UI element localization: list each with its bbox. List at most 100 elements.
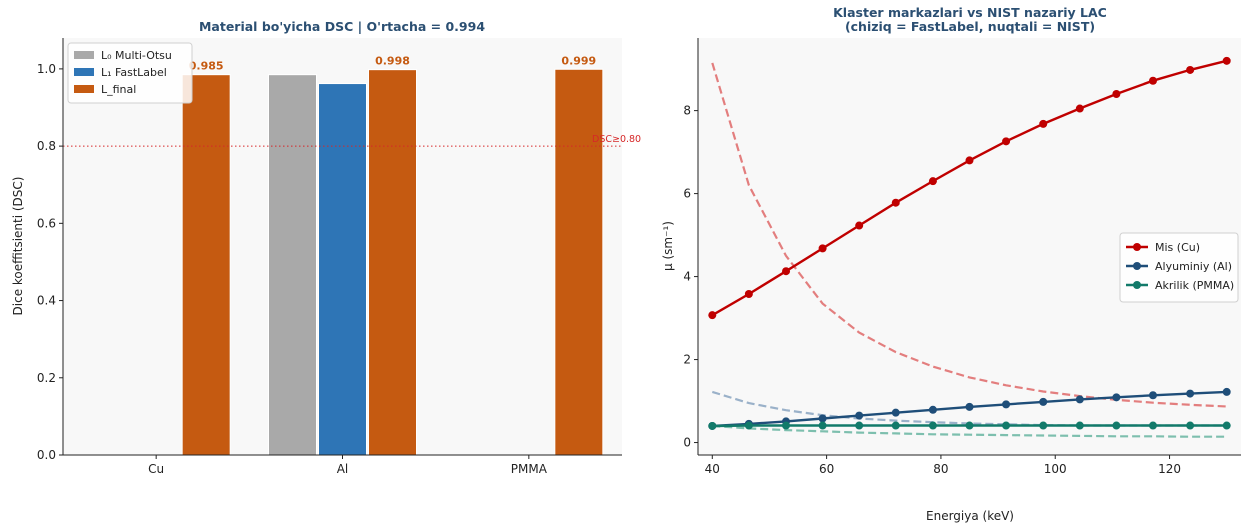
series-0-point: [1075, 104, 1084, 113]
series-0-point: [1222, 56, 1231, 65]
series-2-point: [1186, 421, 1195, 430]
right-legend-marker-2: [1133, 281, 1141, 289]
left-reference-line-group: DSC≥0.80: [63, 134, 641, 147]
left-legend-swatch-1: [74, 68, 94, 76]
series-1-point: [928, 405, 937, 414]
series-0-point: [1039, 119, 1048, 128]
right-legend-marker-0: [1133, 243, 1141, 251]
left-legend-label-0: L₀ Multi-Otsu: [101, 49, 172, 62]
left-bars-group: 0.985 0.998 0.999: [181, 54, 604, 456]
dsc-threshold-label: DSC≥0.80: [592, 134, 641, 145]
series-0-point: [928, 177, 937, 186]
series-2-point: [928, 421, 937, 430]
right-chart-title: Klaster markazlari vs NIST nazariy LAC: [833, 5, 1107, 20]
series-1-point: [855, 411, 864, 420]
series-1-point: [1112, 393, 1121, 402]
left-y-axis-label: Dice koeffitsienti (DSC): [11, 177, 25, 316]
right-chart-panel: 0 2 4 6 8 40 60 80 100 120 Klaster markazlari vs …: [661, 5, 1241, 523]
right-x-tick-label: 40: [705, 462, 720, 476]
left-legend-label-2: L_final: [101, 83, 136, 96]
right-x-axis-label: Energiya (keV): [926, 509, 1014, 523]
series-0-point: [891, 198, 900, 207]
series-2-point: [1222, 421, 1231, 430]
bar-pmma-series-2: [554, 68, 604, 456]
series-1-point: [1002, 400, 1011, 409]
left-y-tick-label: 0.0: [37, 448, 56, 462]
left-x-tick-label-pmma: PMMA: [511, 462, 548, 476]
right-legend-label-1: Alyuminiy (Al): [1155, 260, 1232, 273]
right-y-tick-label: 8: [683, 104, 691, 118]
right-x-tick-label: 120: [1158, 462, 1181, 476]
nist-dashed-line-5: [712, 424, 1227, 438]
series-0-point: [855, 221, 864, 230]
left-legend: L₀ Multi-Otsu L₁ FastLabel L_final: [67, 42, 193, 104]
bar-al-series-2: [368, 69, 417, 456]
right-x-tick-label: 60: [819, 462, 834, 476]
left-y-tick-label: 0.2: [37, 371, 56, 385]
left-y-tick-label: 0.4: [37, 294, 56, 308]
right-y-tick-label: 6: [683, 187, 691, 201]
nist-dashed-line-3: [711, 62, 1227, 408]
left-chart-panel: 0.985 0.998 0.999 DSC≥0.80 0.0 0.2 0.4 0.6 0.8…: [11, 19, 641, 476]
bar-data-label: 0.985: [189, 60, 224, 73]
series-1-point: [1148, 391, 1157, 400]
series-2-point: [965, 421, 974, 430]
series-2-point: [1148, 421, 1157, 430]
series-0-point: [1186, 65, 1195, 74]
bar-al-series-1: [318, 83, 367, 456]
series-2-point: [818, 421, 827, 430]
left-y-tick-label: 0.6: [37, 216, 56, 230]
left-y-tick-label: 1.0: [37, 62, 56, 76]
series-1-point: [891, 408, 900, 417]
right-axes-group: 0 2 4 6 8 40 60 80 100 120: [683, 38, 1241, 476]
right-legend-label-2: Akrilik (PMMA): [1155, 279, 1234, 292]
left-y-tick-label: 0.8: [37, 139, 56, 153]
series-2-point: [1002, 421, 1011, 430]
bar-data-label: 0.999: [561, 54, 596, 67]
series-0-point: [782, 267, 791, 276]
series-1-point: [1186, 389, 1195, 398]
right-chart-subtitle: (chiziq = FastLabel, nuqtali = NIST): [845, 19, 1095, 34]
series-2-point: [1039, 421, 1048, 430]
right-y-axis-label: μ (sm⁻¹): [661, 221, 675, 271]
left-legend-box: [67, 42, 193, 104]
series-0-point: [1002, 137, 1011, 146]
right-legend-marker-1: [1133, 262, 1141, 270]
left-legend-swatch-2: [74, 85, 94, 93]
series-2-point: [708, 421, 717, 430]
right-y-tick-label: 4: [683, 270, 691, 284]
bar-cu-series-2: [181, 74, 231, 456]
left-chart-title: Material bo'yicha DSC | O'rtacha = 0.994: [199, 19, 485, 34]
series-1-point: [1075, 395, 1084, 404]
series-1-point: [1222, 387, 1231, 396]
right-lines-group: [708, 56, 1231, 438]
right-legend-label-0: Mis (Cu): [1155, 241, 1200, 254]
series-2-point: [891, 421, 900, 430]
left-axes-group: 0.0 0.2 0.4 0.6 0.8 1.0 Cu Al PMMA: [37, 38, 622, 476]
right-legend: Mis (Cu) Alyuminiy (Al) Akrilik (PMMA): [1119, 232, 1239, 303]
bar-al-series-0: [268, 74, 317, 456]
series-0-point: [965, 156, 974, 165]
left-x-tick-label-cu: Cu: [148, 462, 164, 476]
series-2-point: [782, 421, 791, 430]
series-2-point: [1075, 421, 1084, 430]
series-0-point: [708, 311, 717, 320]
left-legend-label-1: L₁ FastLabel: [101, 66, 167, 79]
series-0-point: [1148, 76, 1157, 85]
series-0-point: [818, 244, 827, 253]
series-2-point: [1112, 421, 1121, 430]
left-legend-swatch-0: [74, 51, 94, 59]
series-1-point: [818, 414, 827, 423]
series-2-point: [855, 421, 864, 430]
series-0-point: [1112, 90, 1121, 99]
nist-dashed-line-4: [711, 390, 1227, 427]
series-1-point: [965, 402, 974, 411]
right-legend-box: [1119, 232, 1239, 303]
bar-data-label: 0.998: [375, 55, 410, 68]
left-x-tick-label-al: Al: [337, 462, 349, 476]
series-0-point: [744, 290, 753, 299]
right-y-tick-label: 0: [683, 436, 691, 450]
right-x-tick-label: 100: [1044, 462, 1067, 476]
